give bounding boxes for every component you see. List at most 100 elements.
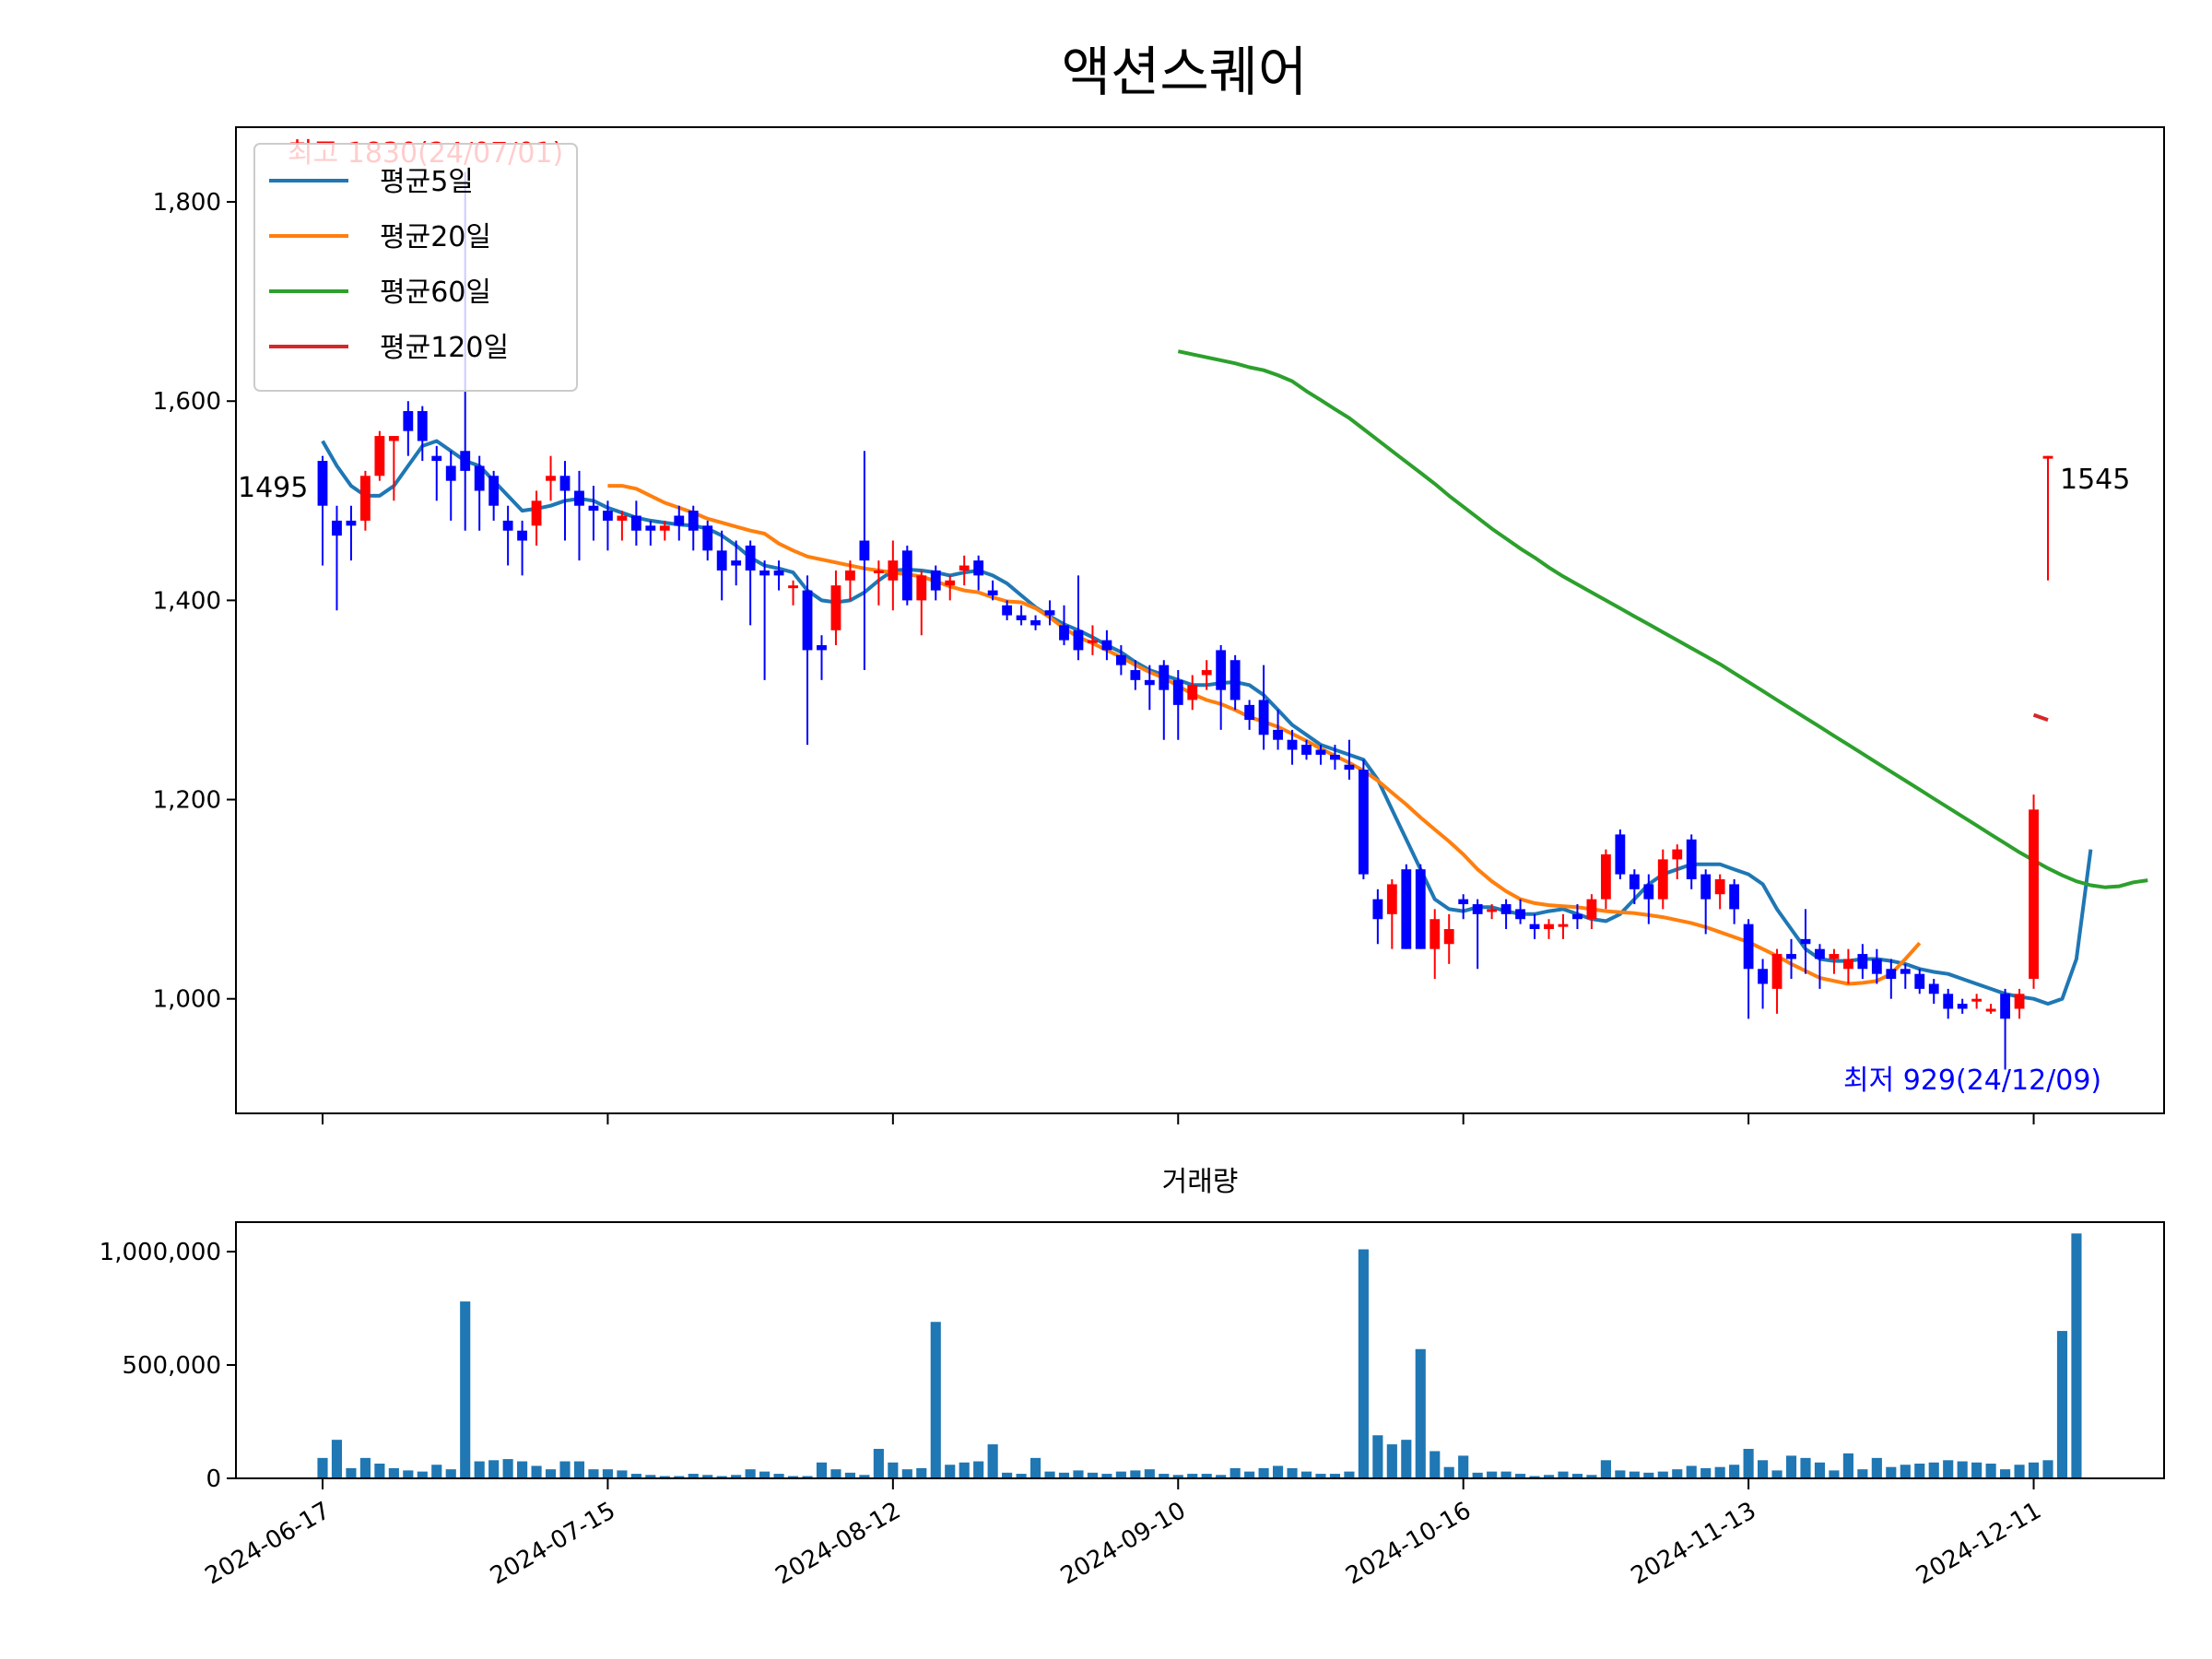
candle-body xyxy=(788,585,798,589)
candle-body xyxy=(1743,924,1754,970)
volume-bar xyxy=(1900,1465,1911,1478)
volume-bar xyxy=(873,1449,884,1478)
volume-bar xyxy=(559,1461,571,1478)
candle-body xyxy=(773,570,784,576)
volume-bar xyxy=(659,1476,670,1478)
candle-body xyxy=(702,525,713,551)
candle-body xyxy=(1771,954,1783,989)
volume-bar xyxy=(1472,1472,1483,1478)
ma-line-ma60 xyxy=(1177,349,2148,889)
volume-bar xyxy=(1300,1471,1312,1478)
candle-body xyxy=(802,590,813,651)
candle-body xyxy=(1059,625,1069,641)
candle-body xyxy=(674,515,685,526)
volume-bar xyxy=(460,1301,471,1478)
volume-bar xyxy=(502,1459,513,1478)
chart-title: 액션스퀘어 xyxy=(1062,41,1308,103)
candle-body xyxy=(830,585,841,630)
annotation-low: 최저 929(24/12/09) xyxy=(1843,1065,2101,1097)
volume-bar xyxy=(859,1475,870,1478)
volume-bar xyxy=(916,1467,927,1478)
volume-bar xyxy=(731,1475,742,1478)
volume-bar xyxy=(1957,1461,1968,1478)
volume-bar xyxy=(1657,1471,1668,1478)
candle-body xyxy=(317,461,328,506)
volume-bar xyxy=(431,1465,442,1478)
candle-body xyxy=(1344,764,1355,771)
candle-body xyxy=(388,436,399,441)
volume-bar xyxy=(346,1467,357,1478)
volume-bar xyxy=(888,1462,899,1478)
candle-body xyxy=(1886,969,1897,980)
candle-body xyxy=(1101,640,1112,651)
volume-bar xyxy=(1272,1465,1284,1478)
volume-bar xyxy=(1842,1453,1853,1478)
volume-bar xyxy=(1130,1470,1141,1478)
candle-body xyxy=(930,570,941,591)
candle-body xyxy=(1558,924,1569,927)
candle-body xyxy=(1529,924,1540,930)
candle-body xyxy=(1115,654,1126,665)
volume-bar xyxy=(1258,1467,1269,1478)
candle-body xyxy=(2000,994,2011,1019)
volume-bar xyxy=(1058,1472,1070,1478)
candle-body xyxy=(759,570,771,576)
volume-bar xyxy=(1358,1249,1369,1478)
candle-body xyxy=(1686,839,1697,880)
candle-body xyxy=(332,520,342,536)
candle-body xyxy=(1088,640,1098,643)
candle-body xyxy=(1030,620,1041,626)
volume-bar xyxy=(1044,1471,1055,1478)
volume-bar xyxy=(930,1322,941,1478)
price-y-tick-label: 1,400 xyxy=(153,587,221,615)
volume-bar xyxy=(1458,1455,1469,1478)
candle-body xyxy=(1629,874,1640,889)
volume-bar xyxy=(531,1465,542,1478)
candle-body xyxy=(574,490,584,506)
volume-bar xyxy=(1928,1462,1939,1478)
volume-bar xyxy=(1714,1466,1725,1478)
candle-body xyxy=(987,590,998,595)
volume-bar xyxy=(1216,1475,1227,1478)
volume-bar xyxy=(1871,1457,1882,1478)
volume-bar xyxy=(545,1469,557,1478)
candle-body xyxy=(1216,650,1227,690)
volume-y-tick-label: 0 xyxy=(206,1465,221,1493)
volume-bar xyxy=(1886,1466,1897,1478)
volume-bar xyxy=(1386,1444,1397,1478)
candle-body xyxy=(959,565,970,571)
volume-bar xyxy=(1515,1474,1526,1478)
volume-bar xyxy=(1172,1475,1183,1478)
volume-bar xyxy=(1115,1471,1126,1478)
volume-bar xyxy=(1201,1474,1212,1478)
volume-bar xyxy=(1943,1460,1954,1478)
candle-body xyxy=(1230,660,1241,700)
candle-body xyxy=(1287,739,1298,750)
candle-body xyxy=(1144,679,1155,686)
volume-bar xyxy=(1487,1471,1498,1478)
volume-bar xyxy=(573,1461,585,1478)
volume-bar xyxy=(617,1470,628,1478)
volume-y-tick-label: 500,000 xyxy=(122,1352,221,1380)
volume-bar xyxy=(2014,1465,2025,1478)
legend-label: 평균120일 xyxy=(380,332,509,364)
volume-bar xyxy=(474,1461,485,1478)
volume-bar xyxy=(1743,1449,1754,1478)
volume-bar xyxy=(359,1457,371,1478)
volume-bar xyxy=(1672,1469,1683,1478)
candle-body xyxy=(374,436,385,477)
candle-body xyxy=(1928,983,1939,994)
candle-body xyxy=(2029,809,2039,980)
candle-body xyxy=(1172,679,1183,705)
volume-bar xyxy=(1814,1462,1826,1478)
volume-bar xyxy=(2056,1331,2068,1478)
volume-bar xyxy=(1771,1470,1783,1478)
candle-body xyxy=(1487,909,1498,912)
candle-body xyxy=(1815,948,1825,959)
candle-body xyxy=(1615,834,1626,875)
volume-bar xyxy=(317,1457,328,1478)
candle-body xyxy=(1002,605,1013,616)
candle-body xyxy=(1871,959,1882,974)
volume-bar xyxy=(1002,1472,1013,1478)
candle-body xyxy=(1386,884,1397,914)
